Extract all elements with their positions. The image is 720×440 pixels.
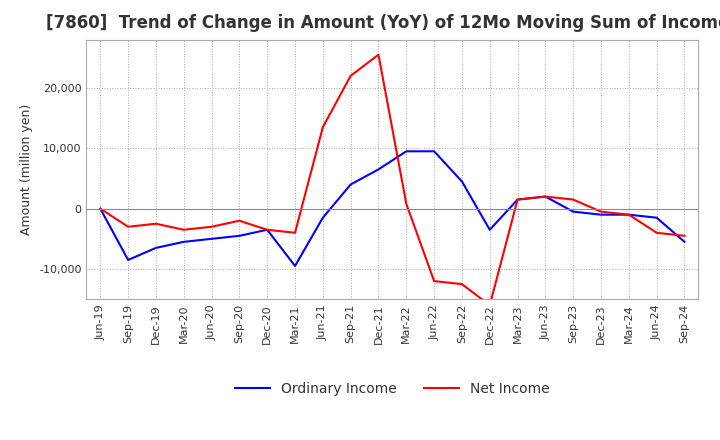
- Ordinary Income: [458, 179, 467, 184]
- Ordinary Income: [541, 194, 550, 199]
- Ordinary Income: [430, 149, 438, 154]
- Ordinary Income: [124, 257, 132, 263]
- Ordinary Income: [291, 264, 300, 269]
- Ordinary Income: [624, 212, 633, 217]
- Line: Net Income: Net Income: [100, 55, 685, 305]
- Ordinary Income: [346, 182, 355, 187]
- Net Income: [624, 212, 633, 217]
- Net Income: [597, 209, 606, 214]
- Ordinary Income: [569, 209, 577, 214]
- Title: [7860]  Trend of Change in Amount (YoY) of 12Mo Moving Sum of Incomes: [7860] Trend of Change in Amount (YoY) o…: [46, 15, 720, 33]
- Net Income: [318, 125, 327, 130]
- Ordinary Income: [680, 239, 689, 245]
- Ordinary Income: [597, 212, 606, 217]
- Ordinary Income: [235, 233, 243, 238]
- Y-axis label: Amount (million yen): Amount (million yen): [20, 104, 34, 235]
- Net Income: [652, 230, 661, 235]
- Net Income: [346, 73, 355, 78]
- Ordinary Income: [374, 167, 383, 172]
- Line: Ordinary Income: Ordinary Income: [100, 151, 685, 266]
- Ordinary Income: [152, 245, 161, 250]
- Ordinary Income: [207, 236, 216, 242]
- Net Income: [541, 194, 550, 199]
- Net Income: [430, 279, 438, 284]
- Net Income: [402, 201, 410, 206]
- Net Income: [207, 224, 216, 229]
- Net Income: [485, 303, 494, 308]
- Ordinary Income: [179, 239, 188, 245]
- Net Income: [569, 197, 577, 202]
- Ordinary Income: [402, 149, 410, 154]
- Net Income: [374, 52, 383, 57]
- Ordinary Income: [513, 197, 522, 202]
- Net Income: [152, 221, 161, 226]
- Net Income: [96, 206, 104, 211]
- Ordinary Income: [96, 206, 104, 211]
- Legend: Ordinary Income, Net Income: Ordinary Income, Net Income: [230, 376, 555, 401]
- Net Income: [263, 227, 271, 232]
- Net Income: [680, 233, 689, 238]
- Net Income: [235, 218, 243, 224]
- Net Income: [124, 224, 132, 229]
- Ordinary Income: [652, 215, 661, 220]
- Ordinary Income: [318, 215, 327, 220]
- Ordinary Income: [263, 227, 271, 232]
- Net Income: [513, 197, 522, 202]
- Net Income: [458, 282, 467, 287]
- Net Income: [179, 227, 188, 232]
- Ordinary Income: [485, 227, 494, 232]
- Net Income: [291, 230, 300, 235]
